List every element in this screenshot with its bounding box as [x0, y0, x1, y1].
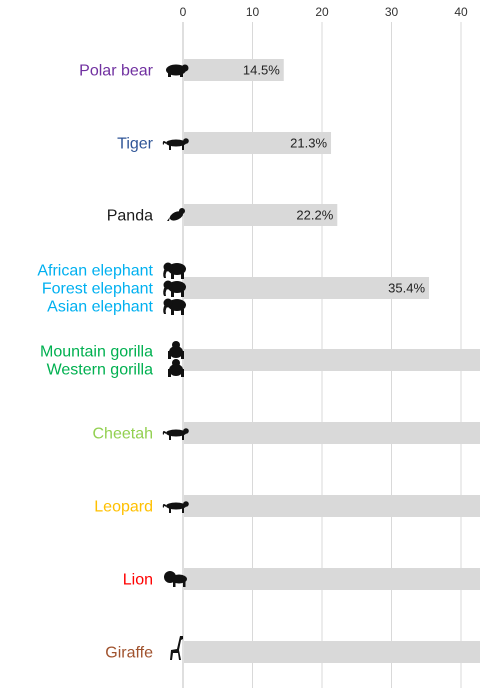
category-label: Giraffe	[105, 645, 153, 662]
bar	[184, 132, 332, 154]
panda-icon	[167, 208, 185, 221]
category-label: African elephant	[37, 263, 153, 280]
cheetah-icon	[162, 428, 189, 440]
category-label: Cheetah	[93, 426, 154, 443]
western-gorilla-icon	[168, 359, 184, 377]
category-label: Lion	[123, 572, 153, 589]
tiger-icon	[162, 138, 189, 150]
bar	[184, 641, 480, 663]
category-label: Polar bear	[79, 63, 153, 80]
category-label: Panda	[107, 208, 153, 225]
asian-elephant-icon	[163, 298, 186, 315]
mountain-gorilla-icon	[168, 341, 184, 359]
african-elephant-icon	[163, 262, 186, 279]
leopard-icon	[162, 501, 189, 513]
polar-bear-icon	[166, 64, 189, 77]
x-tick-label: 40	[454, 5, 468, 19]
data-label: 14.5%	[243, 63, 280, 78]
bar	[184, 495, 480, 517]
x-tick-label: 10	[246, 5, 260, 19]
category-label: Tiger	[117, 136, 154, 153]
category-label: Leopard	[94, 499, 153, 516]
x-tick-label: 0	[180, 5, 187, 19]
giraffe-icon	[170, 636, 183, 660]
category-label: Western gorilla	[47, 362, 154, 379]
category-label: Asian elephant	[47, 299, 153, 316]
bar	[184, 204, 338, 226]
bar	[184, 277, 430, 299]
forest-elephant-icon	[163, 280, 186, 297]
x-tick-label: 20	[315, 5, 329, 19]
x-tick-label: 30	[385, 5, 399, 19]
data-label: 21.3%	[290, 136, 327, 151]
bar	[184, 349, 480, 371]
data-label: 35.4%	[388, 281, 425, 296]
category-label: Mountain gorilla	[40, 344, 153, 361]
category-label: Forest elephant	[42, 281, 154, 298]
bar	[184, 59, 284, 81]
bar	[184, 422, 480, 444]
bar	[184, 568, 480, 590]
data-label: 22.2%	[296, 208, 333, 223]
lion-icon	[164, 571, 187, 587]
